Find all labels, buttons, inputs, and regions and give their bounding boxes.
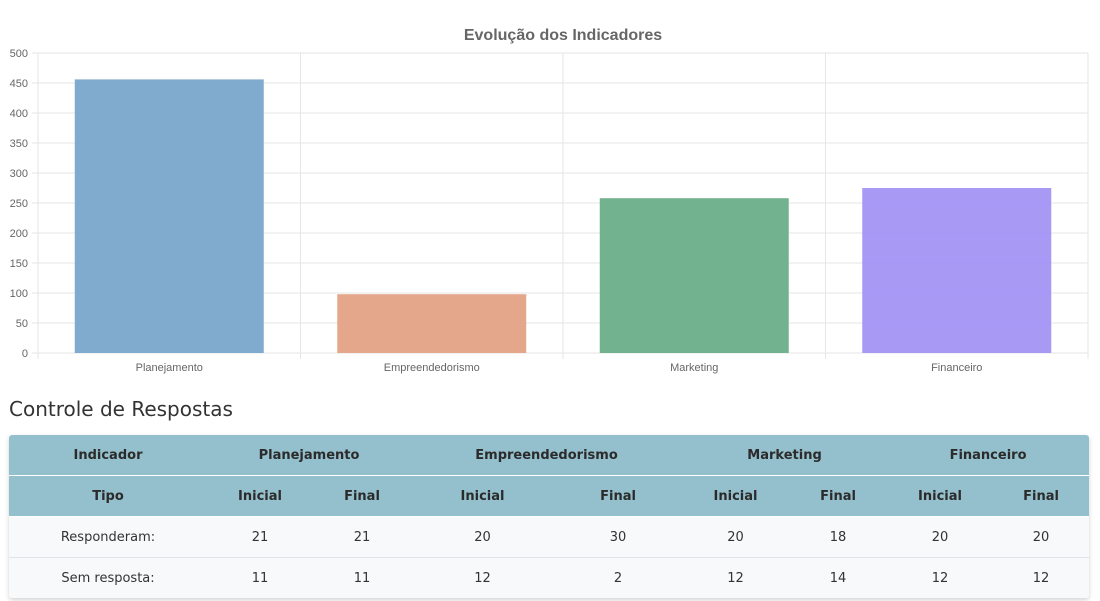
indicators-chart: Evolução dos Indicadores 0 50 100 150 200 250 3… <box>10 27 1089 374</box>
table-cell: 14 <box>789 557 888 598</box>
header-row-types: Tipo Inicial Final Inicial Final Inicial… <box>9 475 1089 517</box>
table-cell: 30 <box>554 516 683 558</box>
table-cell: 11 <box>313 557 412 598</box>
header-group-marketing: Marketing <box>682 435 888 476</box>
x-tick-label: Empreendedorismo <box>384 362 480 374</box>
y-tick-label: 50 <box>16 318 28 330</box>
header-col: Final <box>313 475 412 517</box>
y-tick-label: 150 <box>10 258 28 270</box>
y-tick-label: 500 <box>10 48 28 60</box>
table-cell: 11 <box>207 557 313 598</box>
y-tick-label: 450 <box>10 78 28 90</box>
table-cell: 2 <box>554 557 683 598</box>
table-cell: 12 <box>993 557 1089 598</box>
y-tick-label: 0 <box>22 348 28 360</box>
bar-empreendedorismo <box>337 294 527 353</box>
table-row-responderam: Responderam: 21 21 20 30 20 18 20 20 <box>9 516 1089 558</box>
table-cell: 20 <box>411 516 555 558</box>
row-label: Sem resposta: <box>9 557 207 598</box>
y-tick-label: 200 <box>10 228 28 240</box>
x-tick-label: Financeiro <box>931 362 982 374</box>
header-col: Inicial <box>682 475 790 517</box>
row-label: Responderam: <box>9 516 207 558</box>
table-cell: 20 <box>887 516 994 558</box>
table-cell: 20 <box>682 516 790 558</box>
header-group-financeiro: Financeiro <box>887 435 1089 476</box>
header-indicator: Indicador <box>9 435 207 476</box>
table-row-sem-resposta: Sem resposta: 11 11 12 2 12 14 12 12 <box>9 557 1089 598</box>
table-cell: 12 <box>887 557 994 598</box>
header-col: Inicial <box>411 475 555 517</box>
header-group-empreendedorismo: Empreendedorismo <box>411 435 683 476</box>
y-tick-label: 250 <box>10 198 28 210</box>
header-col: Final <box>993 475 1089 517</box>
responses-table: Indicador Planejamento Empreendedorismo … <box>9 435 1089 598</box>
header-col: Inicial <box>887 475 994 517</box>
y-tick-label: 400 <box>10 108 28 120</box>
table-cell: 21 <box>207 516 313 558</box>
header-row-indicators: Indicador Planejamento Empreendedorismo … <box>9 435 1089 476</box>
controls-title: Controle de Respostas <box>9 397 233 421</box>
table-cell: 12 <box>682 557 790 598</box>
y-tick-label: 300 <box>10 168 28 180</box>
header-type: Tipo <box>9 475 207 517</box>
header-col: Final <box>789 475 888 517</box>
bar-chart-canvas: Evolução dos Indicadores 0 50 100 150 200 250 3… <box>10 27 1089 374</box>
table-cell: 20 <box>993 516 1089 558</box>
x-tick-label: Planejamento <box>136 362 203 374</box>
chart-title: Evolução dos Indicadores <box>464 27 662 44</box>
header-col: Inicial <box>207 475 313 517</box>
bar-financeiro <box>862 188 1052 353</box>
bar-planejamento <box>74 79 264 354</box>
table-cell: 18 <box>789 516 888 558</box>
table-cell: 12 <box>411 557 555 598</box>
header-col: Final <box>554 475 683 517</box>
x-tick-label: Marketing <box>670 362 718 374</box>
header-group-planejamento: Planejamento <box>207 435 412 476</box>
bar-marketing <box>599 198 789 353</box>
y-tick-label: 100 <box>10 288 28 300</box>
responses-table-container: Indicador Planejamento Empreendedorismo … <box>9 435 1089 598</box>
table-cell: 21 <box>313 516 412 558</box>
y-tick-label: 350 <box>10 138 28 150</box>
